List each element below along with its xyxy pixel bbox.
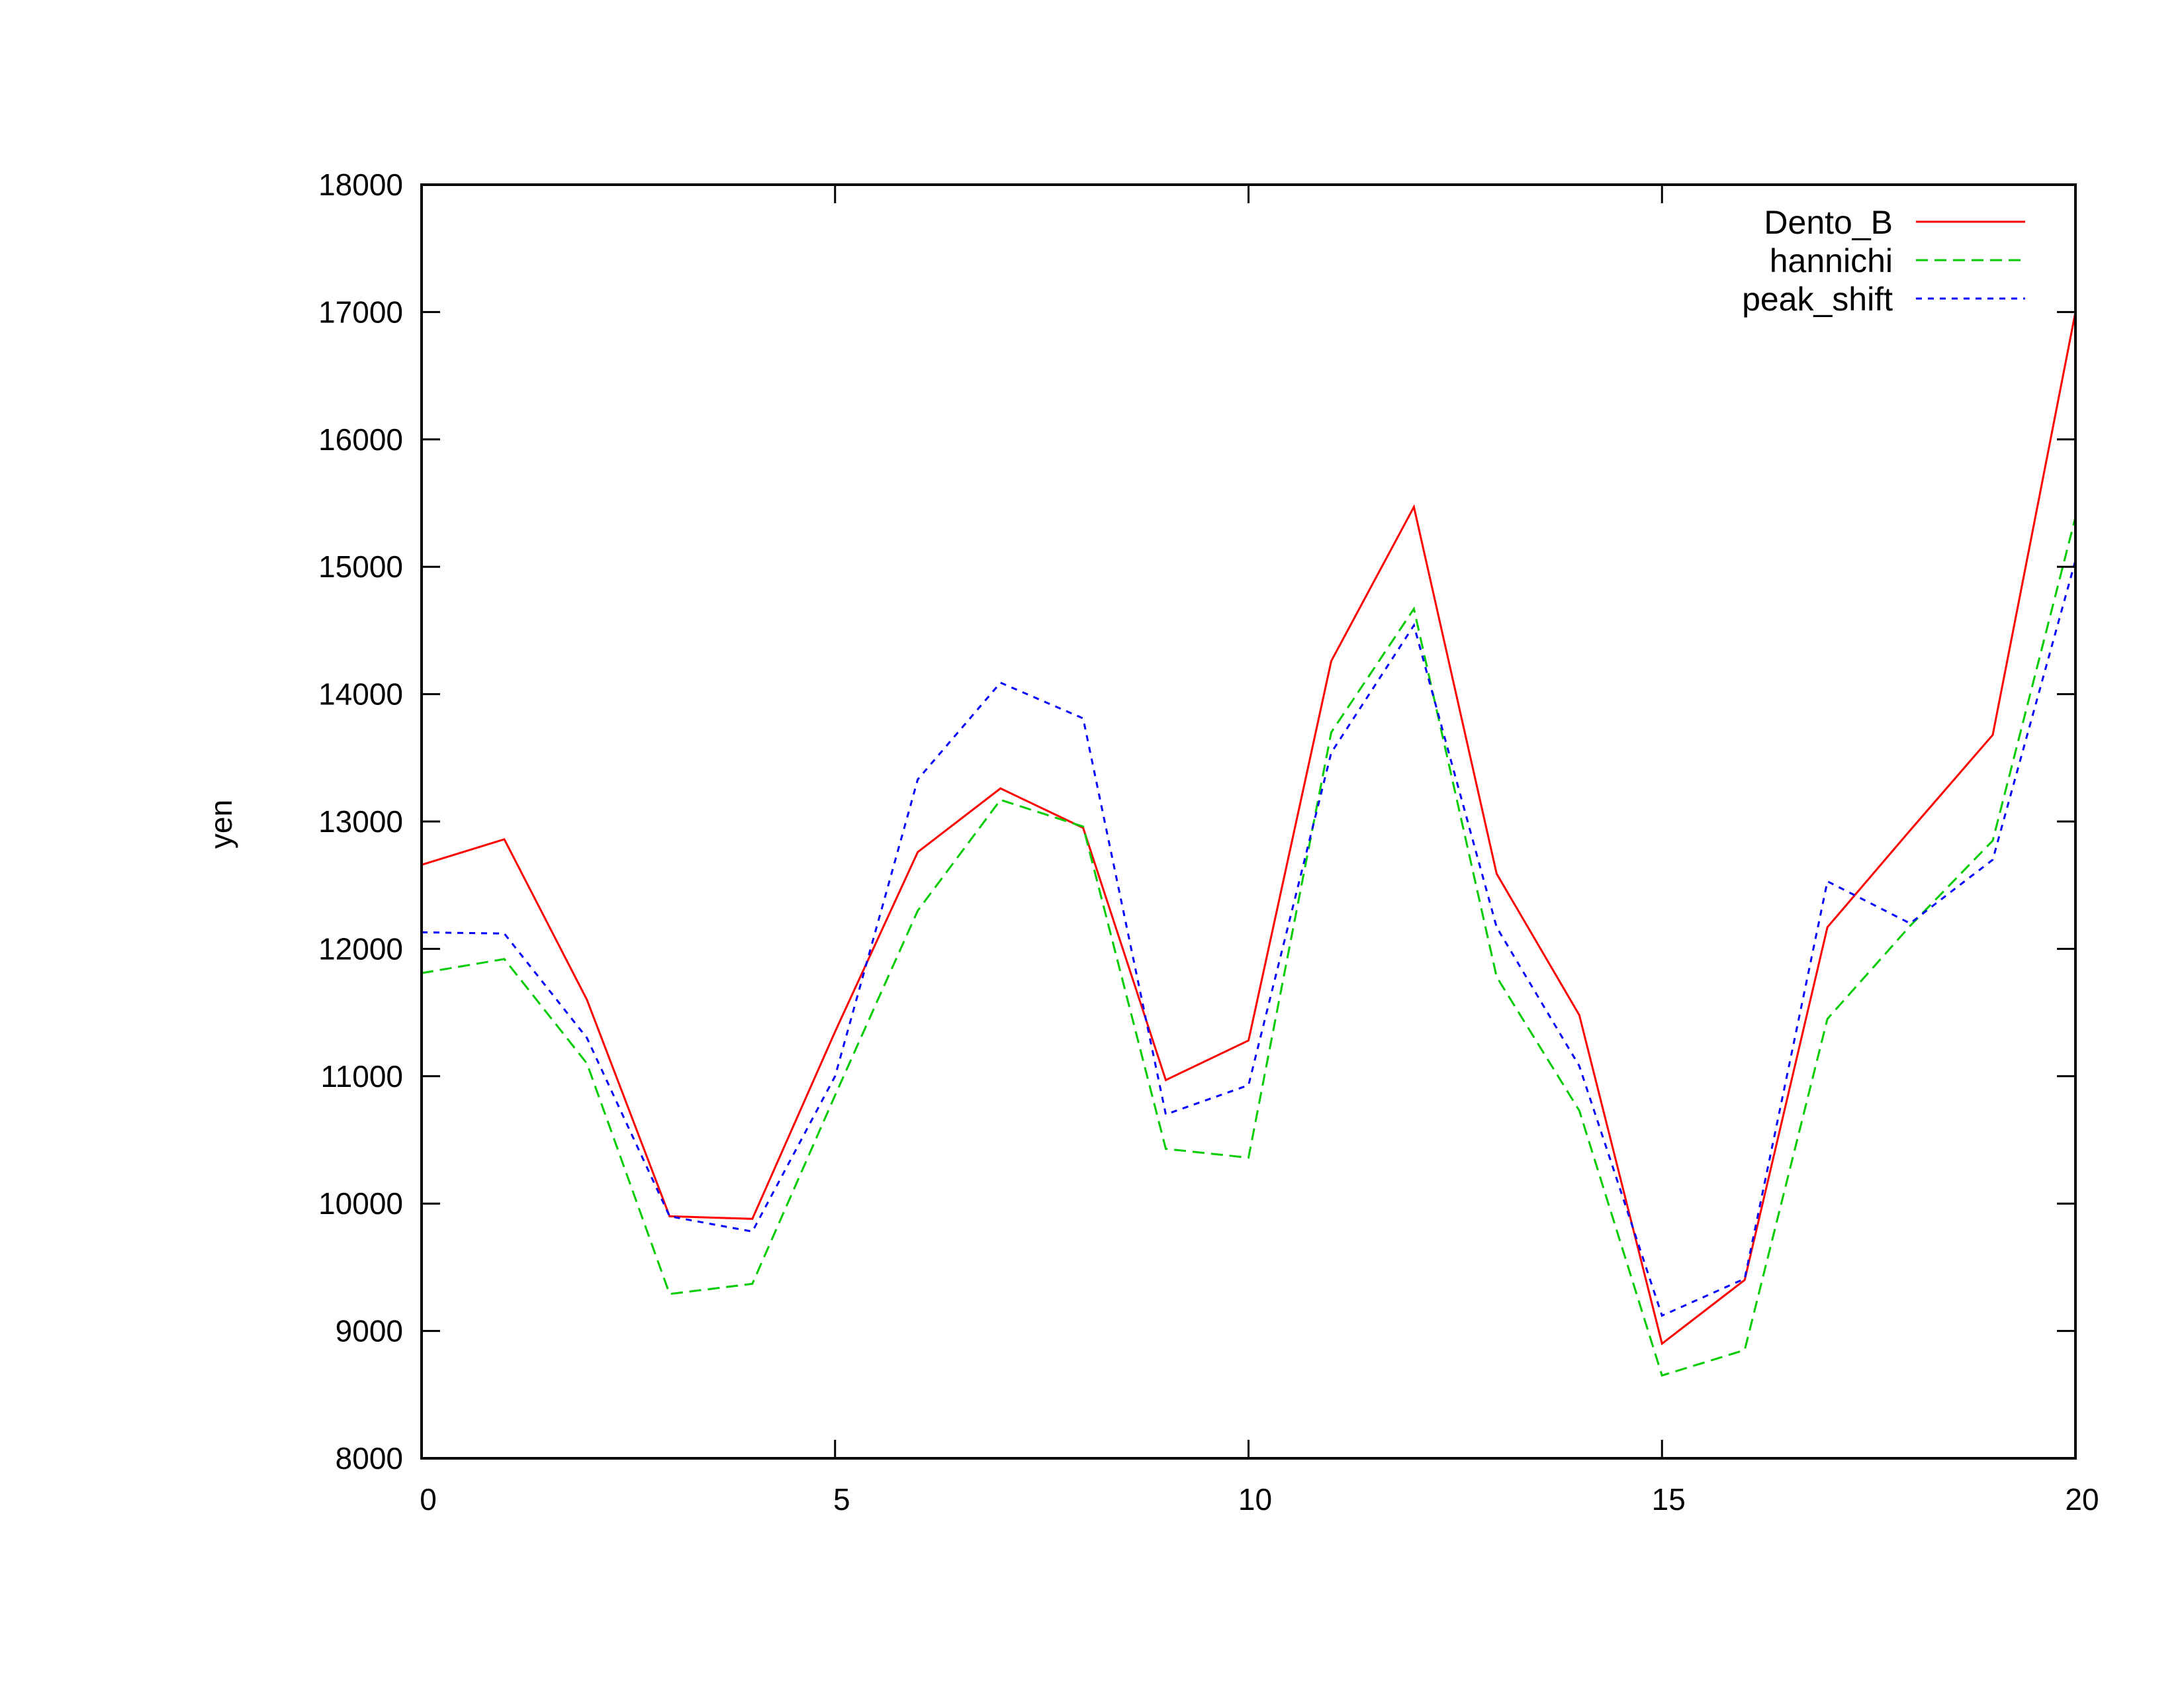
y-tick-label: 17000 bbox=[318, 295, 403, 329]
series-lines bbox=[421, 312, 2077, 1377]
x-axis-tick-labels: 0 5 10 15 20 bbox=[420, 1482, 2099, 1517]
plot-frame bbox=[420, 183, 2077, 1460]
series-line-hannichi bbox=[421, 516, 2077, 1377]
y-tick-label: 12000 bbox=[318, 931, 403, 966]
y-tick-label: 13000 bbox=[318, 804, 403, 839]
y-tick-label: 10000 bbox=[318, 1186, 403, 1221]
y-axis-tick-labels: 8000 9000 10000 11000 12000 13000 14000 15000 16… bbox=[318, 167, 403, 1476]
y-tick-label: 15000 bbox=[318, 549, 403, 584]
legend-label: Dento_B bbox=[1764, 204, 1893, 241]
y-tick-label: 18000 bbox=[318, 167, 403, 202]
series-line-dento-b bbox=[421, 312, 2077, 1346]
series-line-peak-shift bbox=[421, 560, 2077, 1317]
x-tick-label: 5 bbox=[833, 1482, 850, 1517]
y-tick-label: 11000 bbox=[320, 1059, 403, 1094]
axis-ticks bbox=[420, 183, 2077, 1460]
y-axis-label: yen bbox=[204, 800, 238, 849]
x-tick-label: 0 bbox=[420, 1482, 437, 1517]
x-tick-label: 20 bbox=[2065, 1482, 2099, 1517]
legend-label: peak_shift bbox=[1742, 281, 1893, 318]
y-tick-label: 14000 bbox=[318, 677, 403, 712]
y-tick-label: 8000 bbox=[336, 1441, 403, 1476]
x-tick-label: 15 bbox=[1652, 1482, 1686, 1517]
y-tick-label: 16000 bbox=[318, 422, 403, 457]
x-tick-label: 10 bbox=[1238, 1482, 1272, 1517]
y-tick-label: 9000 bbox=[336, 1314, 403, 1348]
legend-label: hannichi bbox=[1770, 242, 1893, 279]
